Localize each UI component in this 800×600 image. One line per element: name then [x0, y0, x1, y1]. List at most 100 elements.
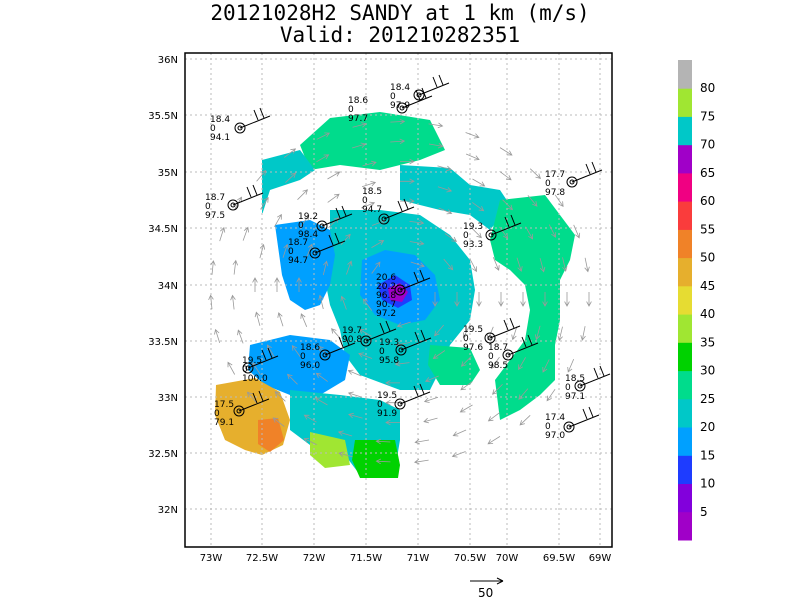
station-value: 0	[390, 92, 396, 102]
station-value: 0	[463, 231, 469, 241]
field-patch	[262, 150, 315, 215]
station-marker-core	[487, 335, 493, 341]
station-marker-core	[399, 105, 405, 111]
reference-vector-label: 50	[478, 586, 493, 600]
wind-vector	[423, 417, 438, 424]
station-marker-core	[319, 223, 325, 229]
colorbar-segment	[678, 172, 692, 202]
title-line-1: 20121028H2 SANDY at 1 km (m/s)	[210, 1, 590, 25]
station-value: 19.7	[342, 326, 362, 336]
station-marker-core	[245, 365, 251, 371]
wind-vector	[361, 181, 377, 188]
wind-speed-field	[215, 112, 575, 478]
wind-vector	[518, 357, 526, 371]
wind-vector	[428, 122, 444, 129]
wind-vector	[492, 257, 500, 271]
station-marker-core	[577, 383, 583, 389]
wind-vector	[518, 388, 529, 400]
wind-vector	[340, 233, 351, 246]
wind-vector	[347, 369, 362, 377]
station-value: 98.5	[488, 361, 508, 371]
station-value: 0	[488, 352, 494, 362]
station-value: 97.5	[205, 211, 225, 221]
colorbar-label: 5	[700, 505, 708, 519]
wind-vector	[562, 257, 568, 272]
wind-vector	[548, 224, 557, 238]
colorbar-segment	[678, 60, 692, 89]
station-value: 93.3	[463, 240, 483, 250]
x-tick-labels: 73W 72.5W 72W 71.5W 71W 70.5W 70W 69.5W 69W	[200, 553, 612, 564]
wind-vector	[375, 458, 391, 465]
wind-vector	[300, 214, 310, 228]
wind-vector	[409, 240, 425, 246]
colorbar-label: 35	[700, 335, 715, 349]
wind-vector	[287, 373, 298, 385]
station-marker-core	[237, 125, 243, 131]
station-marker-core	[322, 352, 328, 358]
colorbar-label: 15	[700, 448, 715, 462]
station-marker	[242, 362, 254, 374]
y-tick-label: 35.5N	[148, 111, 178, 122]
y-tick-labels: 36N 35.5N 35N 34.5N 34N 33.5N 33N 32.5N 32N	[148, 55, 178, 516]
y-tick-label: 32N	[158, 505, 178, 516]
wind-vector	[580, 326, 586, 341]
wind-vector	[452, 429, 467, 437]
station-value: 18.4	[390, 83, 410, 93]
wind-vector	[476, 292, 482, 307]
wind-vector	[410, 261, 425, 268]
wind-vector	[492, 384, 503, 395]
y-tick-label: 33N	[158, 393, 178, 404]
wind-vector	[285, 172, 297, 183]
wind-vector	[525, 226, 534, 240]
wind-vector	[300, 313, 308, 327]
colorbar-label: 40	[700, 307, 715, 321]
wind-vector	[498, 292, 504, 307]
station-marker-core	[230, 202, 236, 208]
wind-vector	[460, 356, 472, 367]
wind-vector	[534, 325, 541, 341]
station-labels: 18.4094.118.6097.718.4097.918.7097.518.5…	[205, 83, 586, 441]
wind-vector	[520, 292, 526, 307]
colorbar-label: 65	[700, 166, 715, 180]
station-value: 18.7	[205, 193, 225, 203]
wind-vector	[314, 397, 328, 406]
wind-vector	[316, 154, 330, 163]
wind-vector	[413, 458, 429, 465]
wind-vector	[352, 122, 368, 128]
station-value: 97.6	[463, 343, 483, 353]
wind-vector	[554, 194, 564, 207]
wind-vector	[459, 404, 473, 413]
station-marker	[563, 421, 575, 433]
station-value: 97.2	[376, 309, 396, 319]
y-tick-label: 33.5N	[148, 337, 178, 348]
wind-vector	[274, 391, 286, 402]
wind-vector	[437, 165, 452, 172]
wind-vector	[472, 178, 486, 187]
station-marker	[396, 102, 408, 114]
wind-vector	[499, 226, 509, 239]
station-value: 0	[288, 247, 294, 257]
station-value: 100.0	[242, 374, 268, 384]
reference-vector: 50	[470, 577, 504, 600]
wind-vector	[232, 259, 238, 275]
wind-vector	[242, 226, 249, 241]
y-tick-label: 32.5N	[148, 449, 178, 460]
station-value: 20.2	[376, 282, 396, 292]
wind-vector	[437, 186, 453, 193]
wind-vector	[423, 396, 439, 403]
wind-vector	[443, 258, 454, 271]
wind-vector	[499, 171, 512, 181]
wind-vector	[434, 324, 445, 337]
station-value: 18.5	[362, 187, 382, 197]
wind-vector	[487, 436, 501, 445]
wind-vector	[303, 414, 317, 423]
station-marker-core	[397, 287, 403, 293]
colorbar-label: 80	[700, 81, 715, 95]
colorbar-segment	[678, 116, 692, 146]
station-value: 94.7	[288, 256, 308, 266]
wind-vector	[490, 356, 500, 370]
station-marker-core	[236, 408, 242, 414]
wind-vector	[409, 219, 425, 226]
station-value: 19.5	[377, 391, 397, 401]
field-patch	[258, 418, 284, 452]
